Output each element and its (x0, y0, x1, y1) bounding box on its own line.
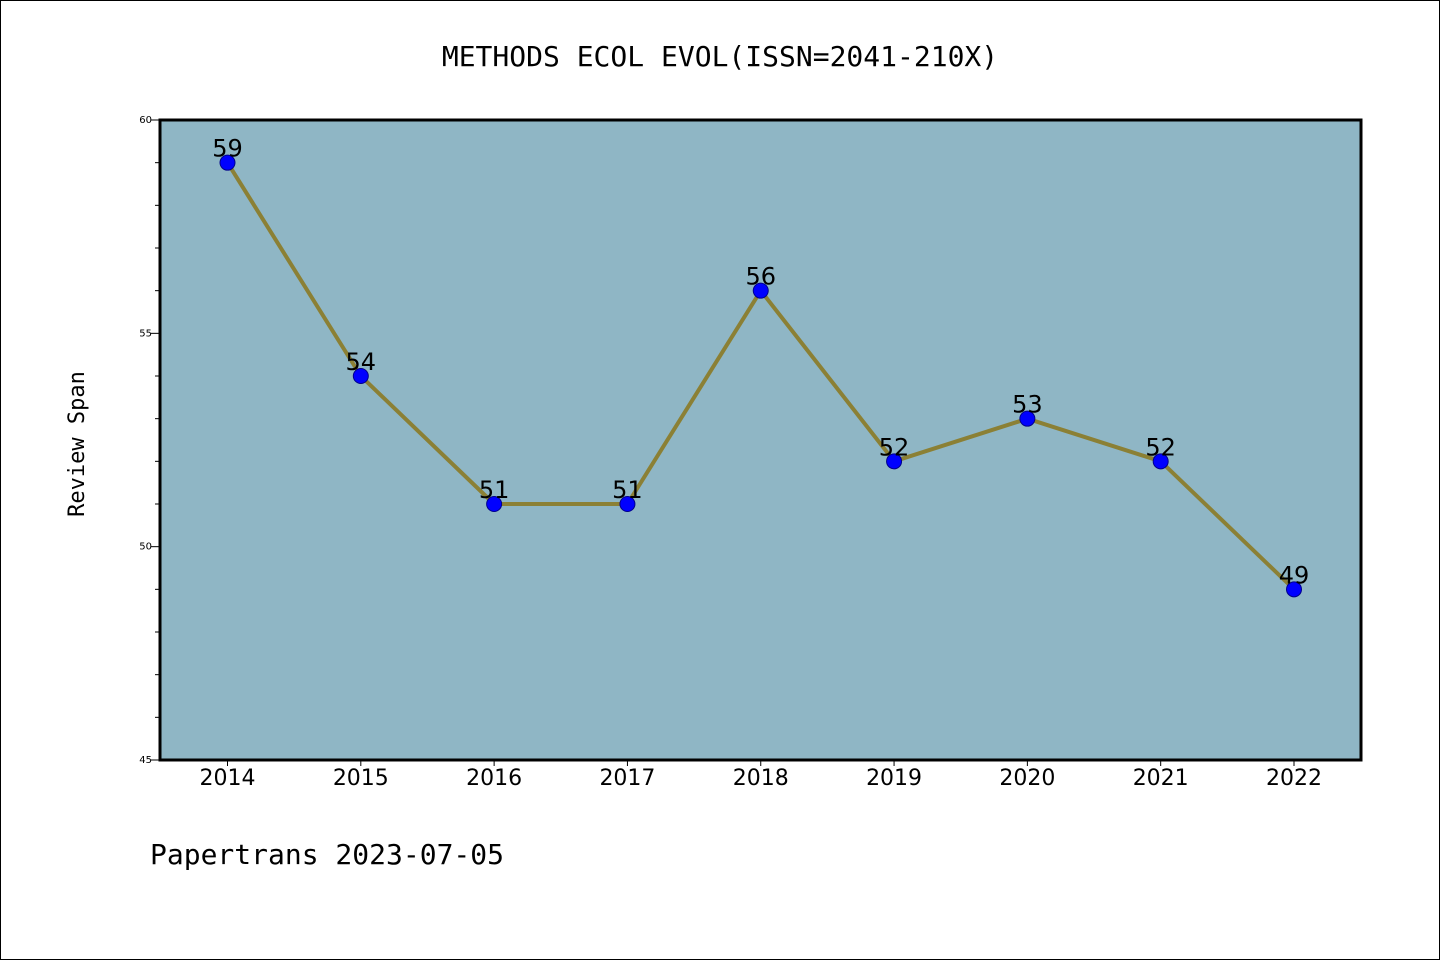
x-tick-label: 2017 (599, 766, 655, 791)
x-tick-label: 2020 (999, 766, 1055, 791)
x-tick-label: 2015 (333, 766, 389, 791)
chart-title: METHODS ECOL EVOL(ISSN=2041-210X) (442, 40, 998, 73)
footer-date-stamp: Papertrans 2023-07-05 (150, 838, 504, 871)
plot-area (160, 120, 1361, 760)
data-label: 49 (1279, 561, 1310, 589)
data-label: 59 (212, 135, 243, 163)
data-label: 52 (1145, 433, 1176, 461)
data-label: 54 (346, 348, 377, 376)
data-label: 51 (612, 476, 643, 504)
data-point (752, 282, 769, 299)
data-label: 52 (879, 433, 910, 461)
data-labels: 59 54 51 51 56 52 53 52 49 (212, 135, 1309, 590)
y-tick-label: 55 (139, 328, 152, 339)
x-tick-labels: 2014 2015 2016 2017 2018 2019 2020 2021 2022 (200, 766, 1323, 791)
data-points (219, 154, 1302, 598)
x-tick-label: 2014 (200, 766, 256, 791)
data-point (486, 496, 503, 512)
data-label: 56 (745, 263, 776, 291)
data-label: 51 (479, 476, 510, 504)
y-axis-label: Review Span (65, 371, 90, 517)
x-tick-label: 2018 (733, 766, 789, 791)
x-tick-label: 2019 (866, 766, 922, 791)
data-label: 53 (1012, 391, 1043, 419)
x-tick-label: 2021 (1133, 766, 1189, 791)
y-tick-label: 60 (139, 115, 152, 126)
data-point (1152, 453, 1169, 470)
plot-border (158, 118, 1363, 762)
data-point (1286, 581, 1302, 598)
data-point (1019, 410, 1036, 427)
data-point (886, 453, 903, 470)
y-tick-label: 45 (139, 755, 152, 766)
data-point (219, 154, 236, 171)
x-tick-label: 2016 (466, 766, 522, 791)
data-point (619, 496, 636, 512)
x-tick-label: 2022 (1266, 766, 1322, 791)
data-point (352, 368, 369, 384)
y-tick-label: 50 (139, 542, 152, 553)
y-tick-labels: 45 50 55 60 (139, 115, 152, 766)
